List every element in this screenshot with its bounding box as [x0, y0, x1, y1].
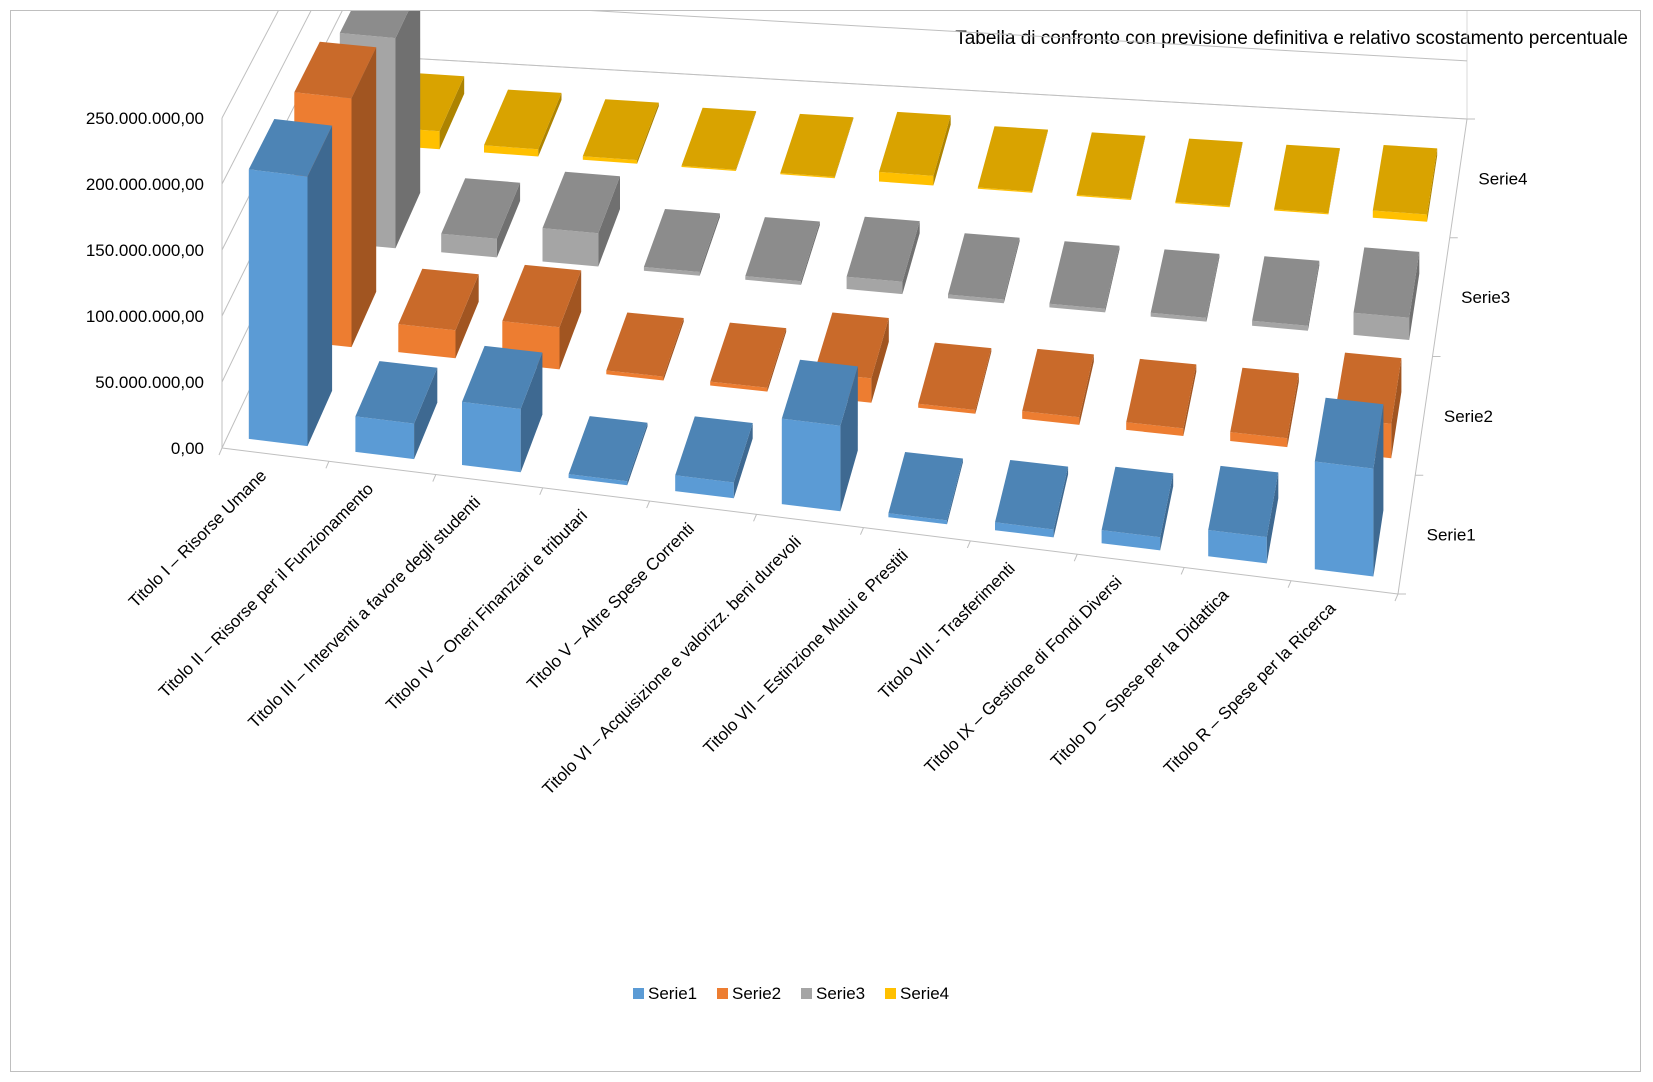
legend-label: Serie2 — [732, 984, 781, 1003]
x-tick-label: Titolo II – Risorse per il Funzionamento — [155, 479, 377, 701]
bar-serie2-2 — [502, 264, 582, 370]
depth-axis-labels: Serie4 Serie3 Serie2 Serie1 — [1427, 169, 1528, 544]
bar-serie1-5 — [781, 359, 858, 512]
chart-svg: Tabella di confronto con previsione defi… — [86, 11, 1628, 1003]
legend-item-serie1: Serie1 — [633, 984, 697, 1003]
bar-serie1-3 — [568, 416, 648, 486]
legend-swatch — [633, 988, 644, 999]
bar-serie1-10 — [1314, 397, 1384, 577]
bar-serie4-6 — [977, 126, 1048, 193]
y-tick-label: 200.000.000,00 — [86, 175, 204, 194]
bar-serie4-7 — [1076, 132, 1146, 200]
bar-serie3-3 — [643, 209, 720, 276]
depth-tick-label: Serie2 — [1444, 407, 1493, 426]
bar-serie3-2 — [542, 171, 620, 267]
x-tick-label: Titolo VI – Acquisizione e valorizz. ben… — [539, 532, 805, 798]
bar-serie1-1 — [355, 361, 438, 460]
bar-serie2-9 — [1230, 367, 1299, 448]
x-tick-label: Titolo III – Interventi a favore degli s… — [245, 493, 485, 733]
bar-serie1-0 — [248, 119, 333, 447]
x-tick-label: Titolo IV – Oneri Finanziari e tributari — [382, 506, 591, 715]
y-tick-label: 0,00 — [171, 439, 204, 458]
bar-serie4-2 — [582, 99, 659, 164]
bar-serie1-2 — [462, 345, 543, 473]
depth-tick-label: Serie3 — [1461, 288, 1510, 307]
bar-serie1-8 — [1101, 466, 1174, 551]
bar-serie1-6 — [888, 452, 963, 525]
x-tick-label: Titolo I – Risorse Umane — [125, 466, 270, 611]
bar-serie2-1 — [398, 268, 479, 359]
x-tick-label: Titolo IX – Gestione di Fondi Diversi — [921, 572, 1126, 777]
legend-item-serie3: Serie3 — [801, 984, 865, 1003]
chart-title: Tabella di confronto con previsione defi… — [955, 28, 1628, 49]
gridline — [221, 11, 312, 185]
bar-serie4-4 — [780, 113, 854, 179]
x-tick-label: Titolo VII – Estinzione Mutui e Prestiti — [700, 546, 912, 758]
bar-serie3-6 — [948, 233, 1020, 304]
bar-serie1-4 — [675, 416, 753, 499]
depth-tick-label: Serie4 — [1478, 169, 1527, 188]
bar-serie4-8 — [1175, 138, 1243, 208]
bar-serie3-7 — [1049, 241, 1120, 313]
legend-swatch — [885, 988, 896, 999]
legend-item-serie4: Serie4 — [885, 984, 949, 1003]
bar-serie2-8 — [1126, 358, 1197, 436]
bar-serie3-10 — [1353, 247, 1420, 340]
chart-area: Tabella di confronto con previsione defi… — [10, 10, 1641, 1072]
bar-serie4-10 — [1372, 145, 1438, 222]
bar-serie2-6 — [918, 342, 992, 414]
bar-serie2-7 — [1022, 348, 1094, 425]
bar-serie1-9 — [1208, 465, 1279, 564]
bar-serie4-5 — [879, 111, 951, 186]
bar-serie4-3 — [681, 107, 757, 171]
legend-swatch — [717, 988, 728, 999]
legend-item-serie2: Serie2 — [717, 984, 781, 1003]
y-tick-label: 100.000.000,00 — [86, 307, 204, 326]
legend: Serie1 Serie2 Serie3 Serie4 — [633, 984, 949, 1003]
bar-serie1-7 — [995, 460, 1069, 538]
legend-swatch — [801, 988, 812, 999]
floor-axes — [218, 118, 1475, 602]
depth-tick-label: Serie1 — [1427, 526, 1476, 545]
x-tick-label: Titolo VIII - Trasferimenti — [875, 559, 1019, 703]
legend-label: Serie3 — [816, 984, 865, 1003]
bar-serie4-9 — [1274, 144, 1340, 215]
y-tick-label: 250.000.000,00 — [86, 109, 204, 128]
bar-serie2-4 — [710, 322, 787, 392]
bar-serie3-8 — [1150, 249, 1220, 322]
bar-serie3-5 — [846, 216, 920, 295]
bar-serie3-4 — [745, 217, 820, 285]
y-tick-label: 50.000.000,00 — [95, 373, 204, 392]
bar-serie4-1 — [484, 89, 562, 157]
y-axis-labels: 0,00 50.000.000,00 100.000.000,00 150.000.0… — [86, 109, 204, 458]
legend-label: Serie4 — [900, 984, 949, 1003]
bar-serie2-3 — [606, 312, 684, 381]
bar-serie3-9 — [1252, 256, 1320, 331]
bars — [248, 11, 1438, 577]
legend-label: Serie1 — [648, 984, 697, 1003]
bar-serie3-1 — [441, 178, 521, 258]
y-tick-label: 150.000.000,00 — [86, 241, 204, 260]
